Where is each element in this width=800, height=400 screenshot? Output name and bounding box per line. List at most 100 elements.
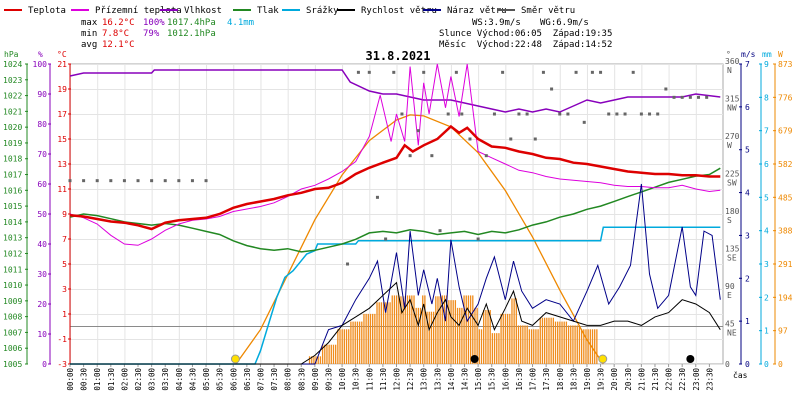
solar-bar xyxy=(530,329,533,364)
wind-direction-point xyxy=(607,112,611,116)
solar-bar xyxy=(345,329,348,364)
wind-direction-point xyxy=(615,112,619,116)
solar-bar xyxy=(578,325,581,364)
x-tick-label: 15:30 xyxy=(488,368,497,391)
solar-bar xyxy=(382,302,385,364)
wind-direction-point xyxy=(400,112,404,116)
unit-ms: m/s xyxy=(741,50,756,59)
mm-tick-label: 5 xyxy=(764,193,769,202)
solar-bar xyxy=(452,300,454,364)
stats-wind-speed: WS:3.9m/s xyxy=(472,18,521,28)
legend-label: Vlhkost xyxy=(184,6,222,16)
solar-bar xyxy=(585,329,587,364)
dir-tick-label: 270 xyxy=(725,132,740,141)
stats-sun: Slunce Východ:06:05 Západ:19:35 xyxy=(439,29,612,39)
legend-label: Přízemní teplota xyxy=(95,6,182,16)
x-tick-label: 03:00 xyxy=(148,368,157,391)
solar-bar xyxy=(352,321,354,364)
x-tick-label: 22:30 xyxy=(678,368,687,391)
solar-bar xyxy=(365,313,367,364)
solar-bar xyxy=(496,333,498,364)
wind-direction-point xyxy=(438,229,442,233)
temp-tick-label: 15 xyxy=(57,135,67,144)
dir-tick-label: 180 xyxy=(725,207,740,216)
x-tick-label: 23:00 xyxy=(692,368,701,391)
wind-direction-point xyxy=(346,262,350,266)
temp-tick-label: 7 xyxy=(62,235,67,244)
stats-min-hum: 79% xyxy=(143,29,160,39)
dir-tick-dir: S xyxy=(727,216,732,225)
x-tick-label: 13:30 xyxy=(433,368,442,391)
solar-bar xyxy=(343,329,346,364)
hpa-tick-label: 1012 xyxy=(3,249,22,258)
ms-tick-label: 3 xyxy=(745,231,750,240)
solar-bar xyxy=(395,295,398,364)
solar-bar xyxy=(500,313,502,364)
wind-direction-point xyxy=(705,95,709,99)
solar-bar xyxy=(439,296,441,364)
hpa-tick-label: 1020 xyxy=(3,123,22,132)
solar-bar xyxy=(528,329,531,364)
hpa-tick-label: 1013 xyxy=(3,234,22,243)
w-tick-label: 291 xyxy=(778,260,793,269)
solar-bar xyxy=(454,300,457,364)
solar-bar xyxy=(561,321,563,364)
solar-bar xyxy=(413,295,415,364)
wind-direction-point xyxy=(550,87,554,91)
solar-bar xyxy=(580,329,583,364)
solar-bar xyxy=(567,325,570,364)
solar-bar xyxy=(461,307,463,364)
ms-tick-label: 6 xyxy=(745,103,750,112)
hpa-tick-label: 1015 xyxy=(3,202,22,211)
solar-bar xyxy=(332,344,335,364)
mm-tick-label: 0 xyxy=(764,360,769,369)
x-tick-label: 21:00 xyxy=(637,368,646,391)
solar-bar xyxy=(511,298,513,364)
solar-bar xyxy=(387,302,389,364)
solar-bar xyxy=(474,307,476,364)
x-axis: 00:00 00:30 01:00 01:30 02:00 02:30 03:00 03:30… xyxy=(66,364,714,391)
solar-bar xyxy=(450,300,452,364)
x-tick-label: 10:30 xyxy=(352,368,361,391)
solar-bar xyxy=(428,311,430,364)
x-tick-label: 12:00 xyxy=(393,368,402,391)
wind-direction-point xyxy=(558,112,562,116)
sunrise-marker xyxy=(230,354,240,364)
wind-direction-point xyxy=(356,70,360,74)
dir-tick-label: 225 xyxy=(725,170,740,179)
temp-tick-label: 5 xyxy=(62,260,67,269)
solar-bar xyxy=(380,302,383,364)
mm-tick-label: 2 xyxy=(764,293,769,302)
pct-tick-label: 80 xyxy=(37,120,47,129)
solar-bar xyxy=(341,329,343,364)
wind-direction-point xyxy=(533,137,537,141)
solar-bar xyxy=(308,356,311,364)
legend-label: Teplota xyxy=(28,6,66,16)
wind-direction-points xyxy=(68,70,709,266)
solar-bar xyxy=(372,313,374,364)
solar-bar xyxy=(319,356,322,364)
solar-bar xyxy=(480,329,483,364)
solar-bar xyxy=(559,321,561,364)
solar-bar xyxy=(313,356,315,364)
solar-bar xyxy=(570,325,572,364)
hpa-tick-label: 1022 xyxy=(3,92,22,101)
x-tick-label: 01:00 xyxy=(93,368,102,391)
solar-bar xyxy=(441,295,443,364)
solar-bar xyxy=(374,313,376,364)
hpa-tick-label: 1014 xyxy=(3,218,22,227)
chart-title: 31.8.2021 xyxy=(365,49,430,63)
solar-bar xyxy=(591,329,594,364)
x-tick-label: 23:30 xyxy=(705,368,714,391)
solar-bar xyxy=(533,329,535,364)
x-tick-label: 18:30 xyxy=(569,368,578,391)
w-tick-label: 776 xyxy=(778,93,793,102)
solar-bar xyxy=(411,295,413,364)
mm-tick-label: 9 xyxy=(764,60,769,69)
solar-bar xyxy=(409,295,411,364)
x-tick-label: 18:00 xyxy=(556,368,565,391)
solar-bar xyxy=(419,307,422,364)
pct-tick-label: 40 xyxy=(37,240,47,249)
solar-bar xyxy=(587,329,589,364)
pct-tick-label: 90 xyxy=(37,90,47,99)
